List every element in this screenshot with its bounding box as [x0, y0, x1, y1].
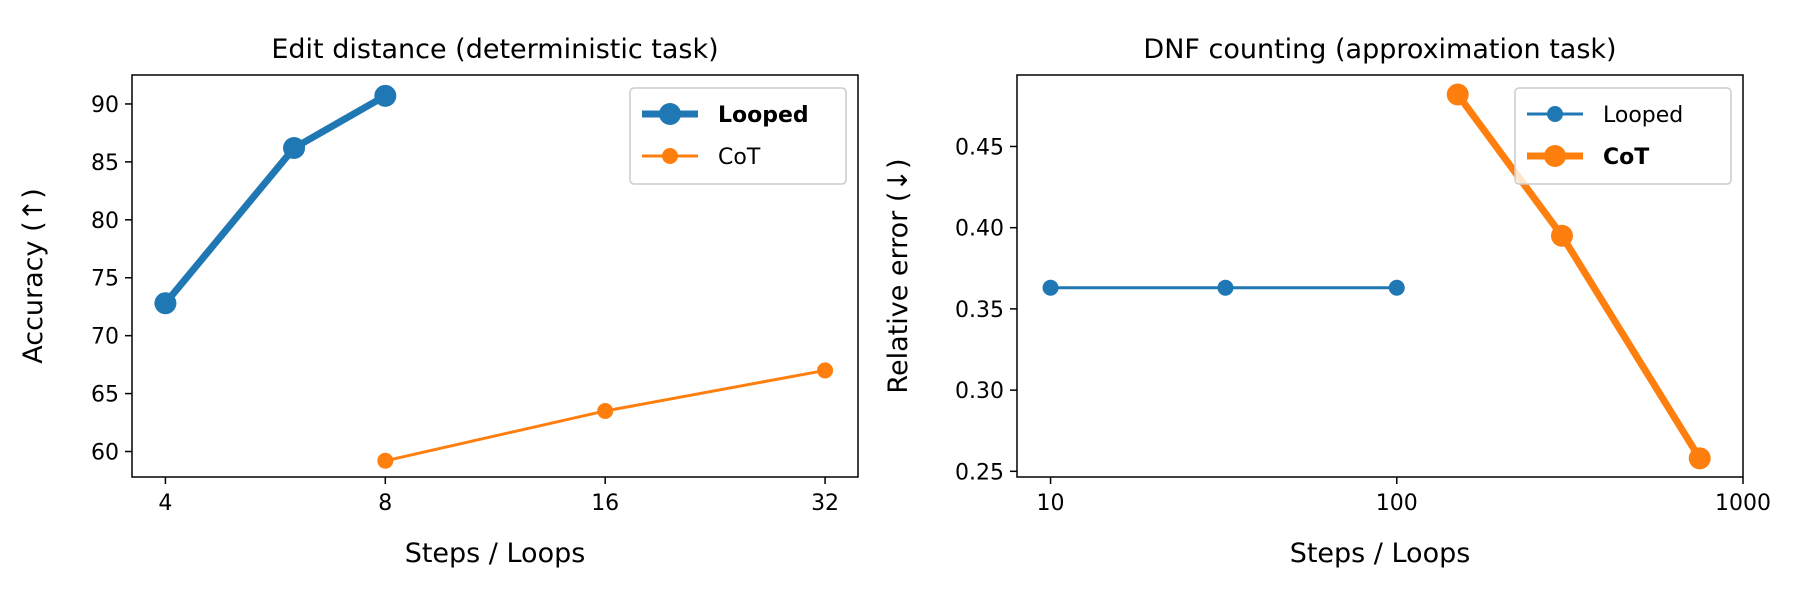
- chart-0-y-tick-label: 75: [91, 267, 119, 292]
- chart-1-y-axis-label: Relative error (↓): [883, 158, 914, 393]
- chart-1-x-tick-label: 10: [1037, 491, 1065, 516]
- chart-0-y-tick-label: 90: [91, 93, 119, 118]
- chart-dnf-counting: 10 100 1000 0.25 0.30 0.35 0.40 0.45 DNF countin…: [883, 34, 1771, 569]
- chart-0-legend-marker-looped: [659, 103, 681, 125]
- chart-1-y-tick-label: 0.40: [955, 217, 1004, 242]
- chart-0-y-tick-label: 80: [91, 209, 119, 234]
- chart-1-y-tick-label: 0.35: [955, 298, 1004, 323]
- chart-1-x-tick-label: 1000: [1715, 491, 1771, 516]
- chart-1-series-cot-point: [1550, 224, 1573, 247]
- chart-0-x-axis-label: Steps / Loops: [405, 538, 586, 569]
- chart-1-legend: Looped CoT: [1514, 87, 1732, 185]
- chart-0-x-tick-label: 4: [158, 491, 172, 516]
- chart-0-series-looped-point: [283, 136, 306, 159]
- chart-1-legend-label-cot: CoT: [1603, 145, 1649, 170]
- chart-0-legend-label-looped: Looped: [718, 103, 809, 128]
- chart-0-plot-frame: [131, 74, 859, 478]
- chart-0-y-tick-label: 85: [91, 151, 119, 176]
- chart-0-title: Edit distance (deterministic task): [271, 34, 718, 65]
- chart-0-series-looped-point: [154, 292, 177, 315]
- chart-0-series-looped-point: [374, 84, 397, 107]
- chart-0-x-tick-label: 8: [378, 491, 392, 516]
- chart-edit-distance: 4 8 16 32 60 65 70 75 80 85 90 Edit distance (deter…: [18, 34, 859, 569]
- chart-0-x-tick-label: 32: [811, 491, 839, 516]
- chart-1-series-looped-point: [1388, 279, 1405, 296]
- chart-1-series-cot-point: [1688, 447, 1711, 470]
- chart-0-series-cot-point: [597, 402, 614, 419]
- chart-1-legend-marker-cot: [1544, 145, 1566, 167]
- chart-0-y-tick-label: 65: [91, 383, 119, 408]
- chart-1-y-tick-label: 0.25: [955, 460, 1004, 485]
- chart-1-y-tick-label: 0.45: [955, 135, 1004, 160]
- chart-0-series-cot-point: [377, 452, 394, 469]
- chart-0-y-axis-label: Accuracy (↑): [18, 188, 49, 364]
- chart-1-series-looped-point: [1217, 279, 1234, 296]
- chart-1-x-tick-label: 100: [1376, 491, 1418, 516]
- chart-1-series-looped-point: [1042, 279, 1059, 296]
- chart-1-legend-marker-looped: [1547, 106, 1563, 122]
- chart-0-legend-marker-cot: [662, 148, 678, 164]
- chart-1-y-tick-label: 0.30: [955, 379, 1004, 404]
- chart-0-y-tick-label: 70: [91, 325, 119, 350]
- chart-0-legend-label-cot: CoT: [718, 145, 761, 170]
- chart-0-legend: Looped CoT: [629, 87, 847, 185]
- chart-1-title: DNF counting (approximation task): [1143, 34, 1616, 65]
- chart-0-series-cot-point: [817, 362, 834, 379]
- chart-0-series-looped-line: [161, 92, 389, 307]
- chart-0-y-tick-label: 60: [91, 441, 119, 466]
- chart-1-x-axis-label: Steps / Loops: [1290, 538, 1471, 569]
- chart-1-legend-box: [1514, 87, 1732, 185]
- chart-1-legend-label-looped: Looped: [1603, 103, 1683, 128]
- chart-1-series-cot-point: [1446, 83, 1469, 106]
- chart-0-x-tick-label: 16: [591, 491, 619, 516]
- chart-1-plot-frame: [1016, 74, 1744, 478]
